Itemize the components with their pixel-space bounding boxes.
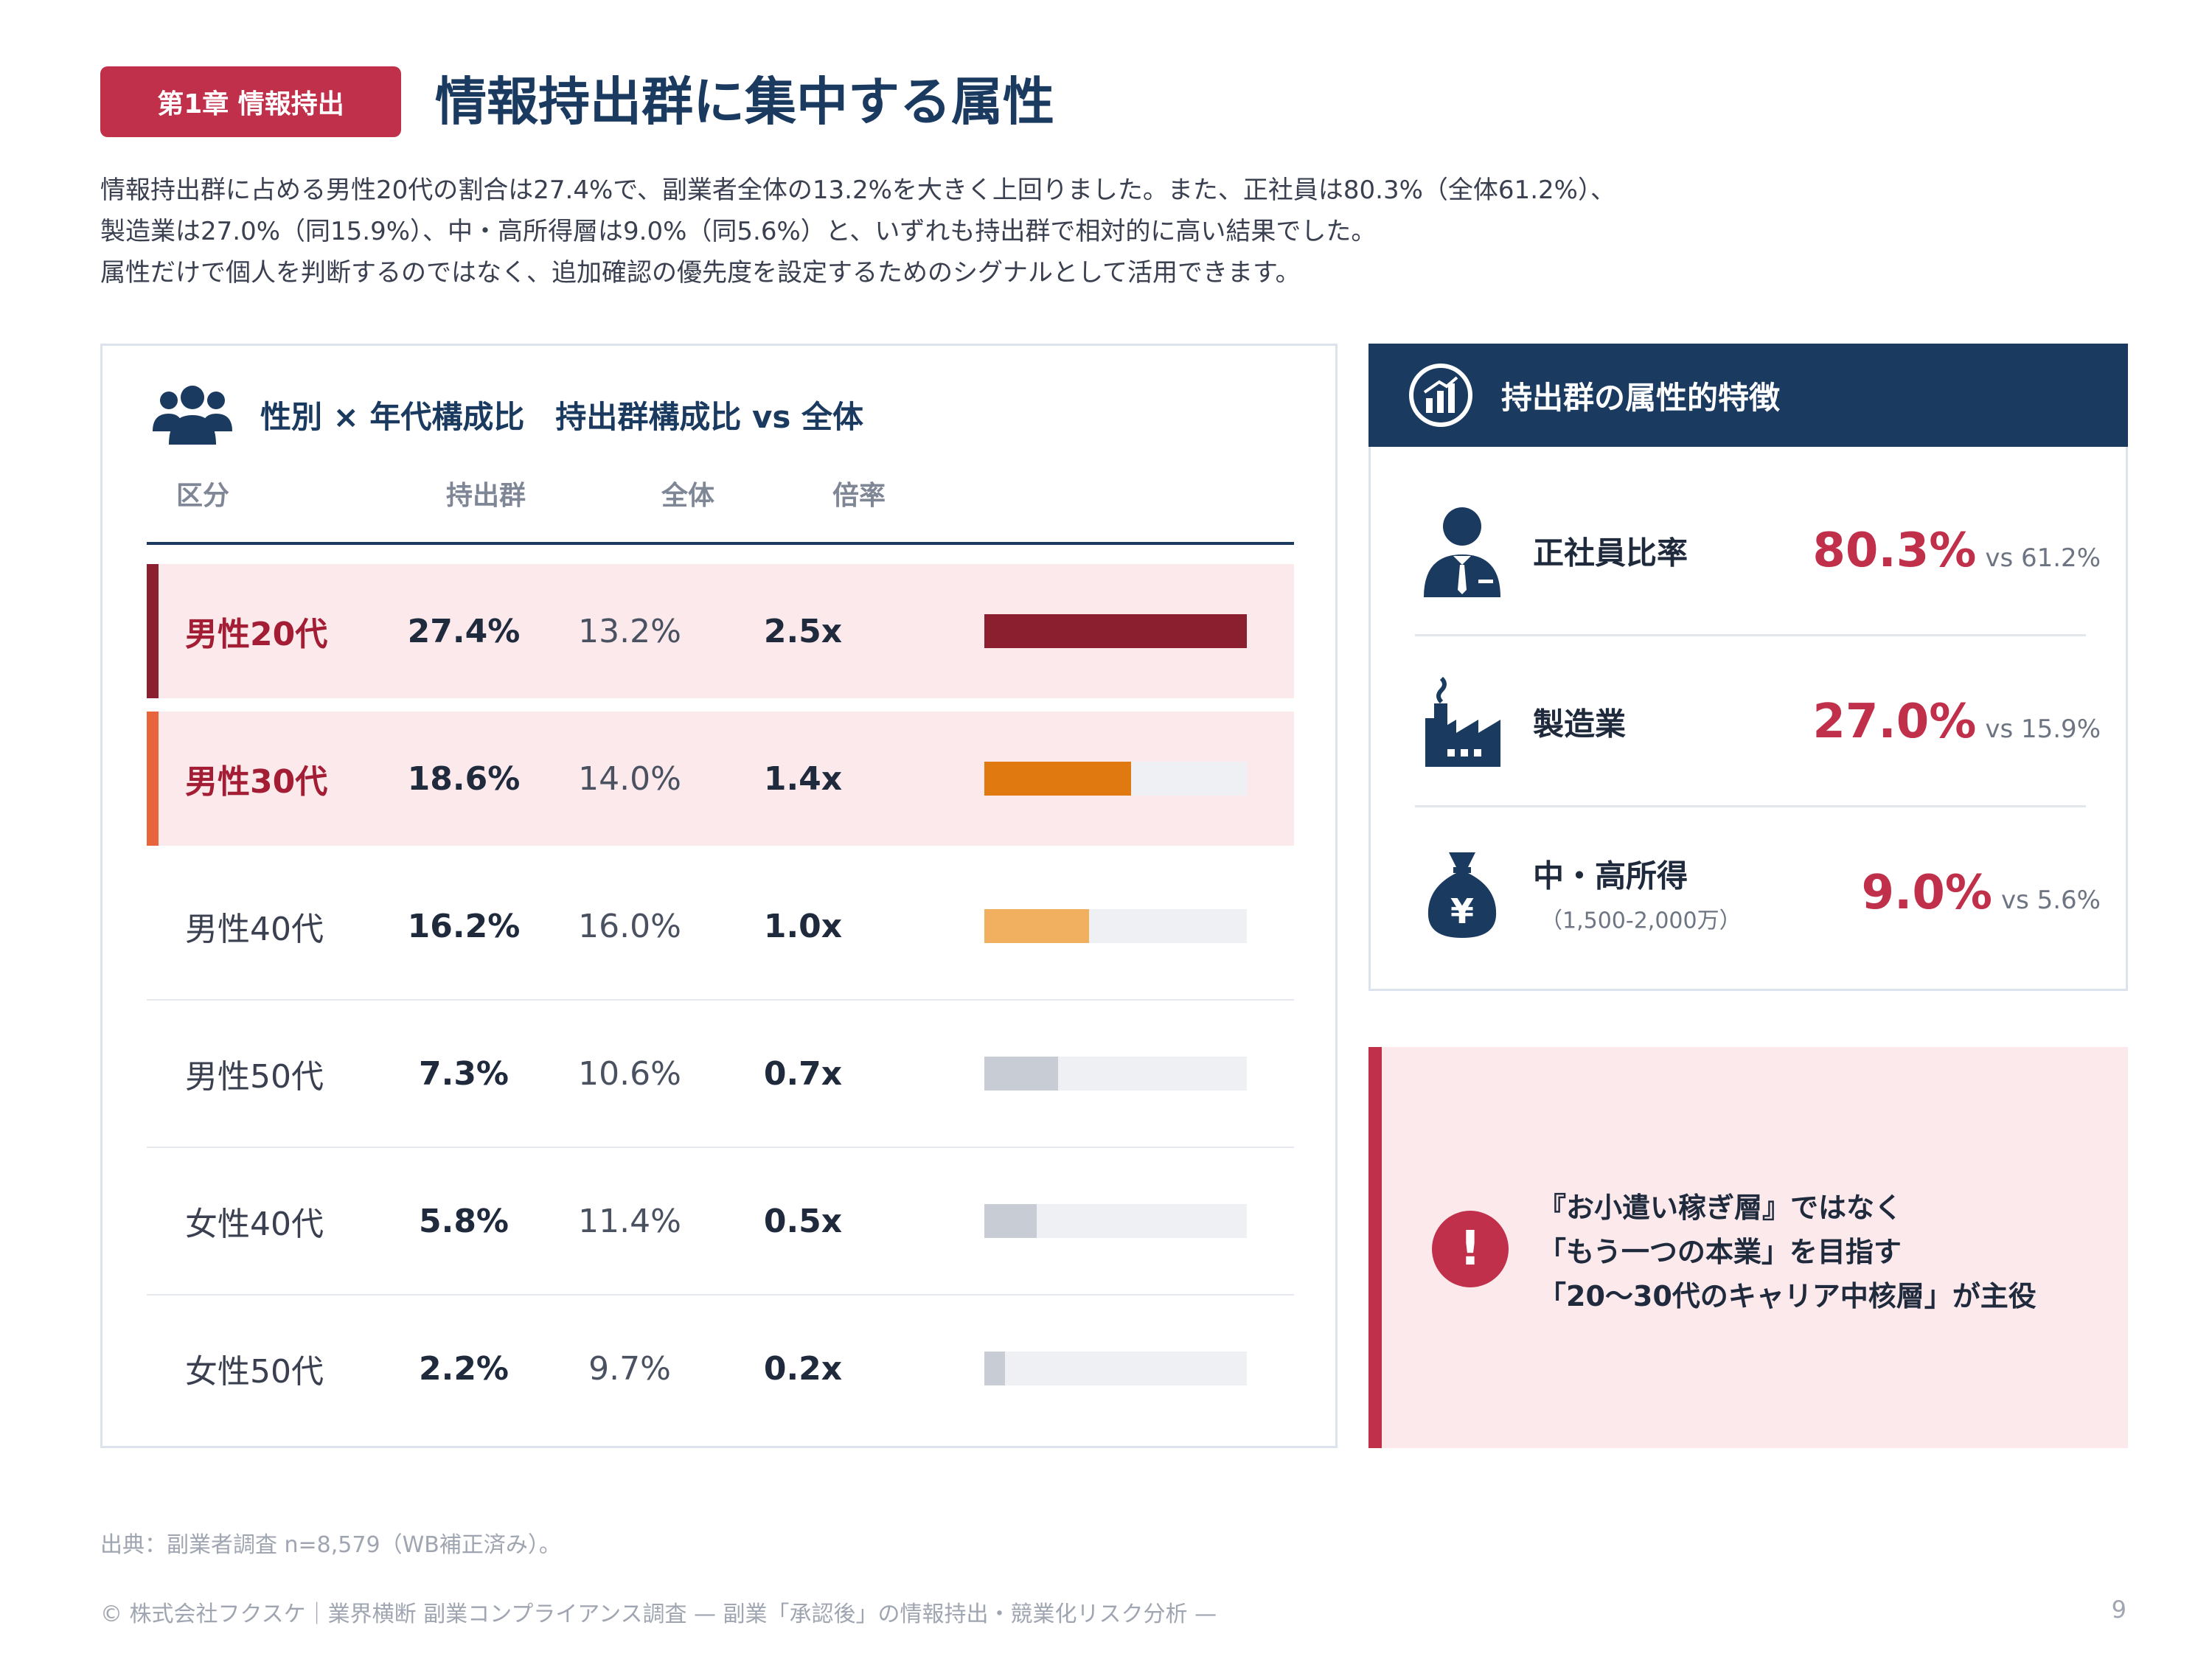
page-title: 情報持出群に集中する属性 [435, 72, 1054, 132]
row-group-share: 2.2% [418, 1349, 509, 1388]
row-group-share: 18.6% [407, 759, 521, 798]
footer-copyright: © 株式会社フクスケ｜業界横断 副業コンプライアンス調査 — 副業「承認後」の情… [100, 1601, 1217, 1627]
ratio-bar-fill [984, 909, 1090, 943]
intro-line-2: 製造業は27.0%（同15.9%）、中・高所得層は9.0%（同5.6%）と、いず… [100, 217, 1377, 246]
ratio-bar-track [984, 1352, 1247, 1385]
row-all-share: 11.4% [578, 1202, 681, 1240]
row-all-share: 10.6% [578, 1054, 681, 1093]
table-row: 男性40代 16.2% 16.0% 1.0x [147, 859, 1294, 1001]
callout-line-2: 「もう一つの本業」を目指す [1538, 1236, 1902, 1268]
ratio-bar-fill [984, 1352, 1006, 1385]
row-category: 男性40代 [185, 911, 324, 948]
composition-card: 性別 × 年代構成比 持出群構成比 vs 全体 区分 持出群 全体 倍率 男性2… [100, 344, 1338, 1448]
row-rate: 1.0x [763, 907, 843, 945]
column-header-category: 区分 [176, 481, 230, 511]
stat-label-sub: （1,500-2,000万） [1540, 908, 1742, 934]
attributes-card: 持出群の属性的特徴 正社員比率 80.3% vs 61.2% 製造業 27.0% [1368, 344, 2128, 991]
row-all-share: 16.0% [578, 907, 681, 945]
column-header-rate: 倍率 [832, 481, 886, 511]
row-all-share: 13.2% [578, 612, 681, 650]
row-category: 男性50代 [185, 1058, 324, 1096]
row-category: 男性30代 [185, 763, 328, 801]
attributes-title: 持出群の属性的特徴 [1501, 379, 1781, 416]
stat-value: 9.0% vs 5.6% [1861, 866, 2101, 920]
svg-text:¥: ¥ [1450, 891, 1474, 931]
header-rule [147, 542, 1294, 545]
chart-circle-icon [1409, 364, 1472, 427]
composition-title: 性別 × 年代構成比 持出群構成比 vs 全体 [260, 398, 864, 435]
row-category: 女性40代 [185, 1206, 324, 1243]
row-accent [147, 564, 159, 698]
stat-value-comparison: vs 15.9% [1985, 714, 2101, 744]
stat-item: 製造業 27.0% vs 15.9% [1415, 636, 2101, 807]
people-group-icon [153, 386, 232, 445]
stat-value: 27.0% vs 15.9% [1812, 695, 2101, 749]
row-accent [147, 712, 159, 846]
ratio-bar-fill [984, 614, 1247, 648]
stat-value: 80.3% vs 61.2% [1812, 524, 2101, 578]
row-category: 男性20代 [185, 616, 328, 653]
row-all-share: 14.0% [578, 759, 681, 798]
row-all-share: 9.7% [588, 1349, 671, 1388]
stat-value-number: 80.3% [1812, 524, 1977, 578]
callout-line-1: 『お小遣い稼ぎ層』ではなく [1538, 1192, 1903, 1224]
callout-line-3: 「20〜30代のキャリア中核層」が主役 [1538, 1280, 2037, 1312]
row-rate: 1.4x [763, 759, 843, 798]
row-group-share: 27.4% [407, 612, 521, 650]
stat-value-comparison: vs 61.2% [1985, 543, 2101, 573]
ratio-bar-track [984, 614, 1247, 648]
intro-text: 情報持出群に占める男性20代の割合は27.4%で、副業者全体の13.2%を大きく… [100, 170, 2091, 293]
row-rate: 0.5x [763, 1202, 843, 1240]
ratio-bar-fill [984, 1057, 1058, 1091]
table-row: 女性50代 2.2% 9.7% 0.2x [147, 1301, 1294, 1436]
ratio-bar-fill [984, 1204, 1037, 1238]
stat-label: 製造業 [1533, 706, 1627, 742]
row-group-share: 16.2% [407, 907, 521, 945]
table-row: 男性20代 27.4% 13.2% 2.5x [147, 564, 1294, 698]
table-row: 女性40代 5.8% 11.4% 0.5x [147, 1154, 1294, 1295]
ratio-bar-track [984, 1204, 1247, 1238]
stat-label-main: 中・高所得 [1533, 858, 1688, 894]
chapter-badge: 第1章 情報持出 [100, 66, 401, 137]
table-row: 男性30代 18.6% 14.0% 1.4x [147, 712, 1294, 846]
row-rate: 0.7x [763, 1054, 843, 1093]
factory-icon [1425, 676, 1500, 767]
ratio-bar-track [984, 909, 1247, 943]
stat-label: 正社員比率 [1533, 535, 1688, 571]
row-group-share: 5.8% [418, 1202, 509, 1240]
row-separator [147, 1147, 1294, 1148]
row-separator [147, 1294, 1294, 1295]
stat-value-number: 27.0% [1812, 695, 1977, 749]
stat-divider [1415, 805, 2086, 807]
intro-line-3: 属性だけで個人を判断するのではなく、追加確認の優先度を設定するためのシグナルとし… [100, 258, 1301, 288]
row-category: 女性50代 [185, 1353, 324, 1391]
table-row: 男性50代 7.3% 10.6% 0.7x [147, 1006, 1294, 1148]
stat-item: 正社員比率 80.3% vs 61.2% [1415, 465, 2101, 636]
callout-text: 『お小遣い稼ぎ層』ではなく 「もう一つの本業」を目指す 「20〜30代のキャリア… [1538, 1186, 2037, 1318]
ratio-bar-fill [984, 762, 1132, 796]
businessman-icon [1424, 507, 1500, 597]
stat-divider [1415, 634, 2086, 636]
row-separator [147, 999, 1294, 1001]
money-bag-icon: ¥ [1427, 852, 1497, 938]
page-number: 9 [2111, 1596, 2126, 1624]
ratio-bar-track [984, 762, 1247, 796]
stat-value-comparison: vs 5.6% [2000, 886, 2101, 915]
composition-header: 性別 × 年代構成比 持出群構成比 vs 全体 [150, 383, 863, 446]
row-rate: 2.5x [763, 612, 843, 650]
stat-item: ¥ 中・高所得 （1,500-2,000万） 9.0% vs 5.6% [1415, 807, 2101, 978]
stat-value-number: 9.0% [1861, 866, 1992, 920]
column-header-all: 全体 [661, 481, 715, 511]
ratio-bar-track [984, 1057, 1247, 1091]
source-note: 出典：副業者調査 n=8,579（WB補正済み）。 [100, 1532, 561, 1558]
exclamation-icon: ! [1432, 1211, 1509, 1287]
attributes-header: 持出群の属性的特徴 [1368, 344, 2128, 447]
intro-line-1: 情報持出群に占める男性20代の割合は27.4%で、副業者全体の13.2%を大きく… [100, 175, 1615, 205]
stat-label: 中・高所得 （1,500-2,000万） [1533, 852, 1742, 935]
key-insight-callout: ! 『お小遣い稼ぎ層』ではなく 「もう一つの本業」を目指す 「20〜30代のキャ… [1368, 1047, 2128, 1448]
row-group-share: 7.3% [418, 1054, 509, 1093]
row-rate: 0.2x [763, 1349, 843, 1388]
column-header-group: 持出群 [446, 481, 526, 511]
